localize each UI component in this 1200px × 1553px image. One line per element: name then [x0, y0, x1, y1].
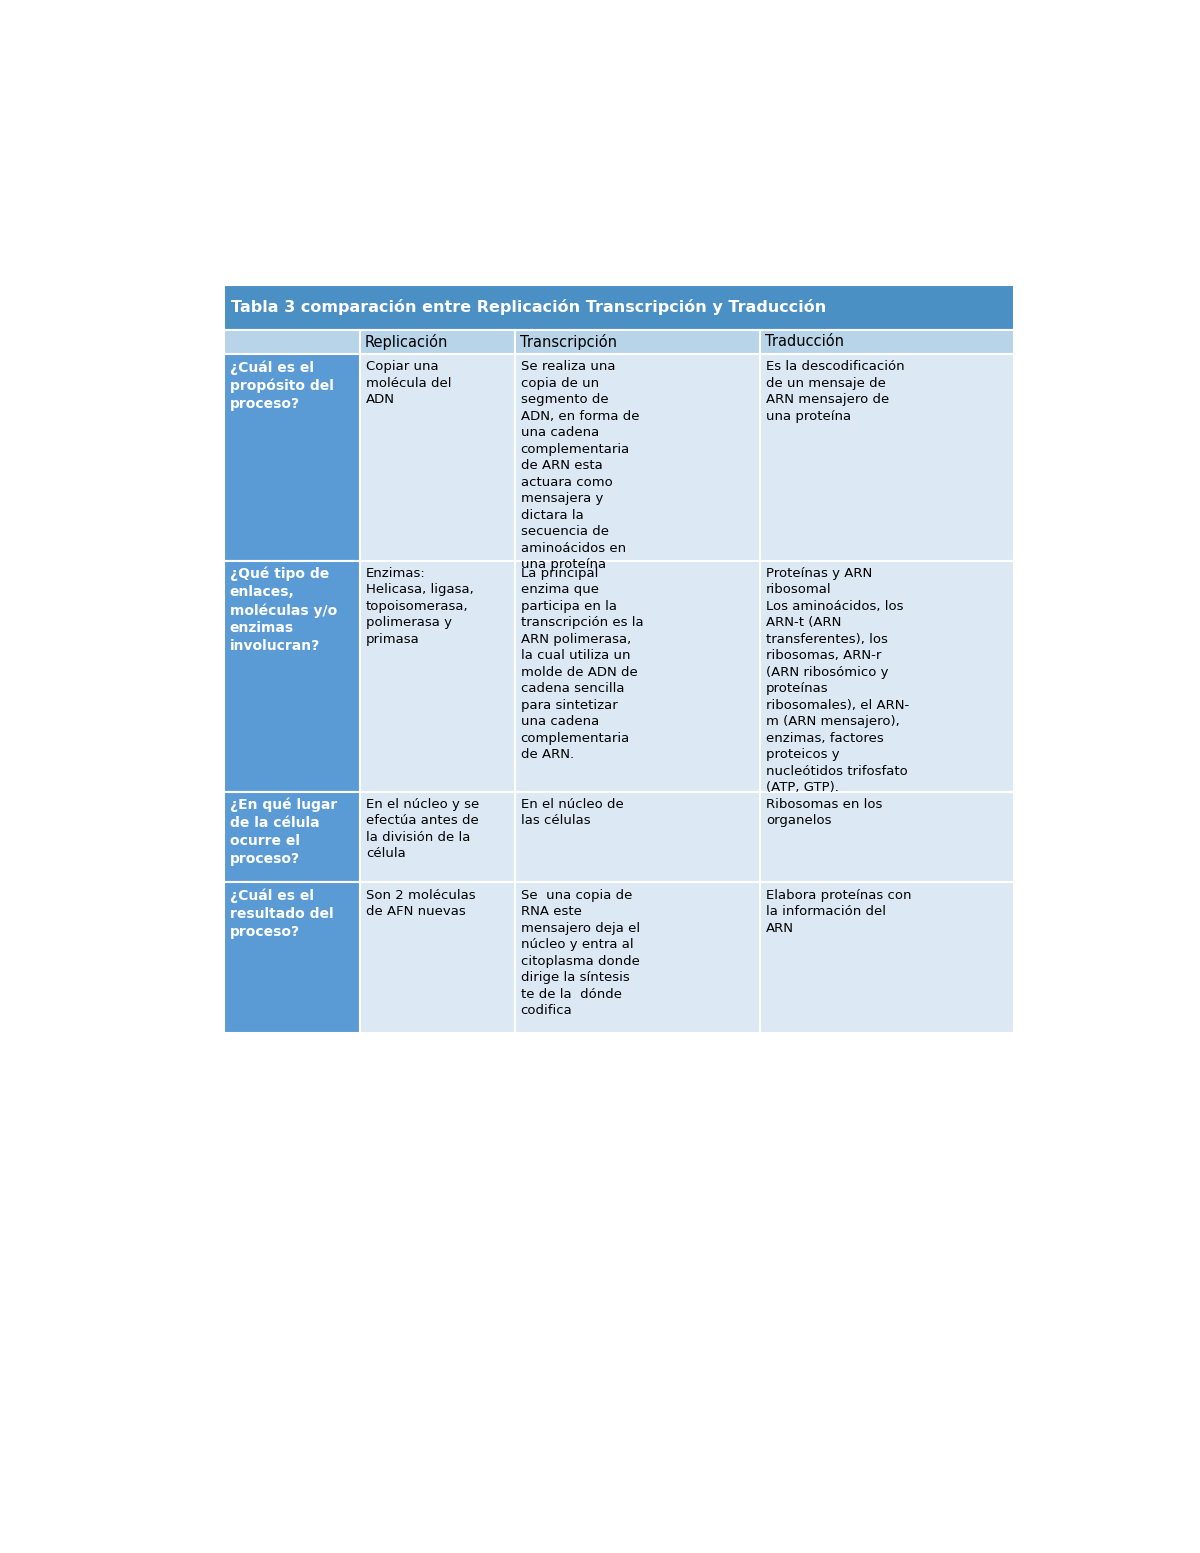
Bar — [515, 792, 760, 882]
Bar — [760, 561, 1014, 792]
Text: En el núcleo y se
efectúa antes de
la división de la
célula: En el núcleo y se efectúa antes de la di… — [366, 798, 479, 860]
Bar — [515, 354, 760, 561]
Text: Transcripción: Transcripción — [520, 334, 617, 349]
Bar — [223, 792, 360, 882]
Text: Elabora proteínas con
la información del
ARN: Elabora proteínas con la información del… — [766, 888, 911, 935]
Text: ¿Cuál es el
resultado del
proceso?: ¿Cuál es el resultado del proceso? — [230, 888, 334, 940]
Bar — [760, 792, 1014, 882]
Text: Ribosomas en los
organelos: Ribosomas en los organelos — [766, 798, 882, 828]
Bar — [360, 561, 515, 792]
Text: La principal
enzima que
participa en la
transcripción es la
ARN polimerasa,
la c: La principal enzima que participa en la … — [521, 567, 643, 761]
Bar — [515, 561, 760, 792]
Bar — [515, 329, 760, 354]
Text: ¿En qué lugar
de la célula
ocurre el
proceso?: ¿En qué lugar de la célula ocurre el pro… — [230, 798, 337, 865]
Bar — [360, 882, 515, 1033]
Bar — [223, 882, 360, 1033]
Text: Copiar una
molécula del
ADN: Copiar una molécula del ADN — [366, 360, 451, 407]
Text: En el núcleo de
las células: En el núcleo de las células — [521, 798, 624, 828]
Text: Tabla 3 comparación entre Replicación Transcripción y Traducción: Tabla 3 comparación entre Replicación Tr… — [232, 300, 827, 315]
Bar — [360, 354, 515, 561]
Bar — [223, 329, 360, 354]
Text: Enzimas:
Helicasa, ligasa,
topoisomerasa,
polimerasa y
primasa: Enzimas: Helicasa, ligasa, topoisomerasa… — [366, 567, 474, 646]
Text: Es la descodificación
de un mensaje de
ARN mensajero de
una proteína: Es la descodificación de un mensaje de A… — [766, 360, 905, 422]
Text: ¿Qué tipo de
enlaces,
moléculas y/o
enzimas
involucran?: ¿Qué tipo de enlaces, moléculas y/o enzi… — [230, 567, 337, 654]
Bar — [360, 792, 515, 882]
Bar — [760, 329, 1014, 354]
Bar — [223, 354, 360, 561]
Text: Son 2 moléculas
de AFN nuevas: Son 2 moléculas de AFN nuevas — [366, 888, 475, 918]
Bar — [360, 329, 515, 354]
Bar — [760, 354, 1014, 561]
Text: Traducción: Traducción — [766, 334, 844, 349]
Bar — [223, 561, 360, 792]
Text: Replicación: Replicación — [365, 334, 449, 349]
Bar — [223, 284, 1014, 329]
Bar — [760, 882, 1014, 1033]
Text: ¿Cuál es el
propósito del
proceso?: ¿Cuál es el propósito del proceso? — [230, 360, 334, 412]
Text: Proteínas y ARN
ribosomal
Los aminoácidos, los
ARN-t (ARN
transferentes), los
ri: Proteínas y ARN ribosomal Los aminoácido… — [766, 567, 910, 794]
Text: Se  una copia de
RNA este
mensajero deja el
núcleo y entra al
citoplasma donde
d: Se una copia de RNA este mensajero deja … — [521, 888, 640, 1017]
Text: Se realiza una
copia de un
segmento de
ADN, en forma de
una cadena
complementari: Se realiza una copia de un segmento de A… — [521, 360, 640, 572]
Bar — [515, 882, 760, 1033]
